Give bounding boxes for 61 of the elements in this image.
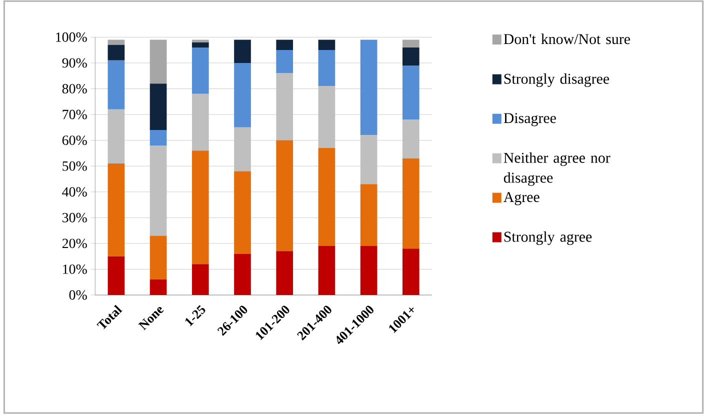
y-tick-label: 10% [63,264,87,274]
bar [192,42,209,48]
bar [276,40,294,50]
y-tick-label: 60% [62,136,87,145]
y-tick-label: 90% [62,58,87,68]
bar [234,40,251,63]
legend-label: Strongly agree [504,231,592,245]
y-tick-label: 100% [56,32,87,42]
bar [234,254,251,295]
bar [150,279,167,295]
legend-label: Strongly disagree [504,73,610,87]
y-tick-label: 50% [62,161,87,171]
bar [234,127,251,172]
bar [360,135,378,184]
bar [108,60,125,110]
bar [360,40,378,136]
bar [402,248,420,295]
bar [150,130,167,146]
bar [108,163,125,256]
x-tick-label: 1-25 [185,305,206,326]
legend-label: Agree [504,192,540,206]
bar [360,246,378,295]
bar [192,150,209,264]
bar [234,171,251,254]
y-tick-label: 30% [62,212,87,222]
bar [318,50,336,86]
bar [150,236,167,280]
bar [402,120,420,158]
bar [276,251,294,295]
bar [234,62,251,128]
y-tick-label: 70% [62,110,87,120]
bar [108,44,125,60]
bar [108,256,125,295]
bar [150,84,167,130]
bar [318,40,336,50]
bar [108,40,125,45]
bar [360,184,378,246]
bar [318,148,336,246]
bar [150,145,167,236]
bar [192,47,209,94]
bar [108,109,125,164]
y-tick-label: 20% [62,238,87,248]
y-tick-label: 40% [62,187,87,197]
y-tick-label: 0% [69,290,87,300]
bar [318,246,336,295]
bar [276,140,294,252]
bar [402,158,420,249]
legend-label: Neither agree nor disagree [504,152,610,186]
bar [192,40,209,42]
legend-label: Don't know/Not sure [504,34,630,44]
legend-label: Disagree [504,113,556,126]
bar [192,264,209,295]
bar [402,47,420,66]
bar [402,65,420,120]
bar [150,40,167,84]
bar [318,86,336,148]
bar [192,94,209,151]
bar [402,40,420,48]
bar [276,73,294,140]
bar [276,50,294,74]
y-tick-label: 80% [62,84,87,94]
